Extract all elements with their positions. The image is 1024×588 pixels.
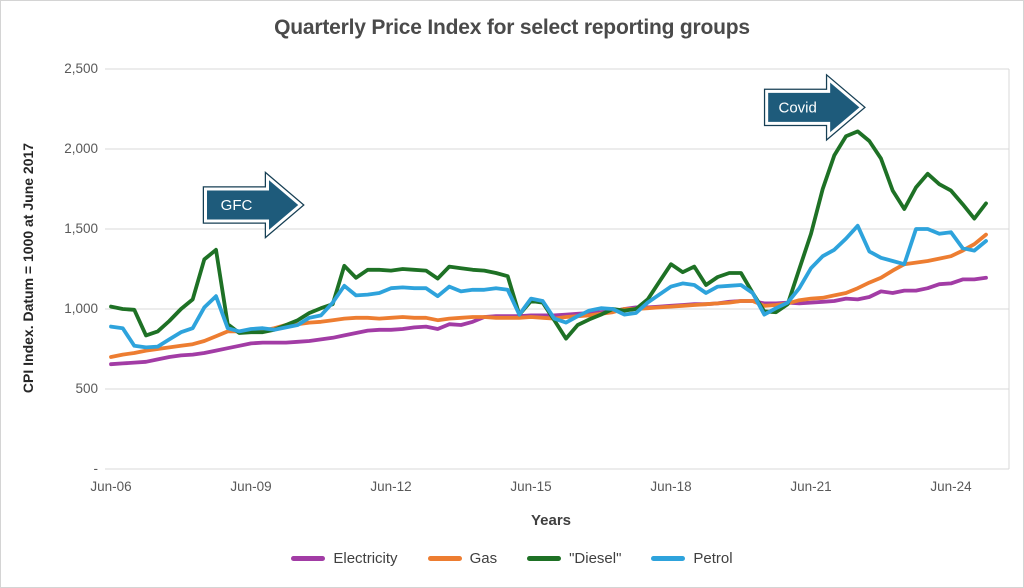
legend-label-gas: Gas: [469, 550, 498, 567]
legend-label-petrol: Petrol: [693, 550, 733, 567]
series-line-electricity: [109, 275, 988, 367]
x-tick-jun-06: Jun-06: [90, 479, 132, 494]
chart-legend: Electricity Gas "Diesel" Petrol: [1, 550, 1023, 567]
series-line-petrol: [109, 223, 988, 350]
x-tick-jun-18: Jun-18: [650, 479, 692, 494]
legend-label-diesel: "Diesel": [569, 550, 622, 567]
x-axis-title: Years: [530, 512, 572, 529]
legend-item-electricity: Electricity: [291, 550, 398, 567]
covid-arrow-label: Covid: [778, 99, 816, 116]
covid-arrow: [765, 76, 864, 139]
gfc-arrow: [204, 173, 303, 237]
y-tick-2000: 2,000: [64, 141, 98, 156]
y-tick-500: 500: [75, 381, 98, 396]
legend-item-petrol: Petrol: [651, 550, 733, 567]
legend-swatch-petrol: [651, 556, 686, 561]
legend-item-gas: Gas: [427, 550, 498, 567]
y-tick-1500: 1,500: [64, 221, 98, 236]
legend-item-diesel: "Diesel": [527, 550, 621, 567]
y-tick-1000: 1,000: [64, 301, 98, 316]
series-line-gas: [109, 232, 988, 359]
x-tick-jun-21: Jun-21: [790, 479, 832, 494]
y-tick-zero: -: [93, 461, 99, 476]
legend-swatch-gas: [427, 556, 462, 561]
chart-title: Quarterly Price Index for select reporti…: [274, 16, 750, 39]
y-tick-2500: 2,500: [64, 61, 98, 76]
x-tick-jun-12: Jun-12: [370, 479, 412, 494]
legend-swatch-electricity: [291, 556, 326, 561]
gfc-arrow-label: GFC: [221, 197, 253, 214]
x-tick-jun-15: Jun-15: [510, 479, 552, 494]
legend-swatch-diesel: [527, 556, 562, 561]
x-tick-jun-24: Jun-24: [930, 479, 972, 494]
y-axis-title: CPI Index. Datum = 1000 at June 2017: [20, 142, 36, 394]
legend-label-electricity: Electricity: [333, 550, 398, 567]
x-tick-jun-09: Jun-09: [230, 479, 272, 494]
